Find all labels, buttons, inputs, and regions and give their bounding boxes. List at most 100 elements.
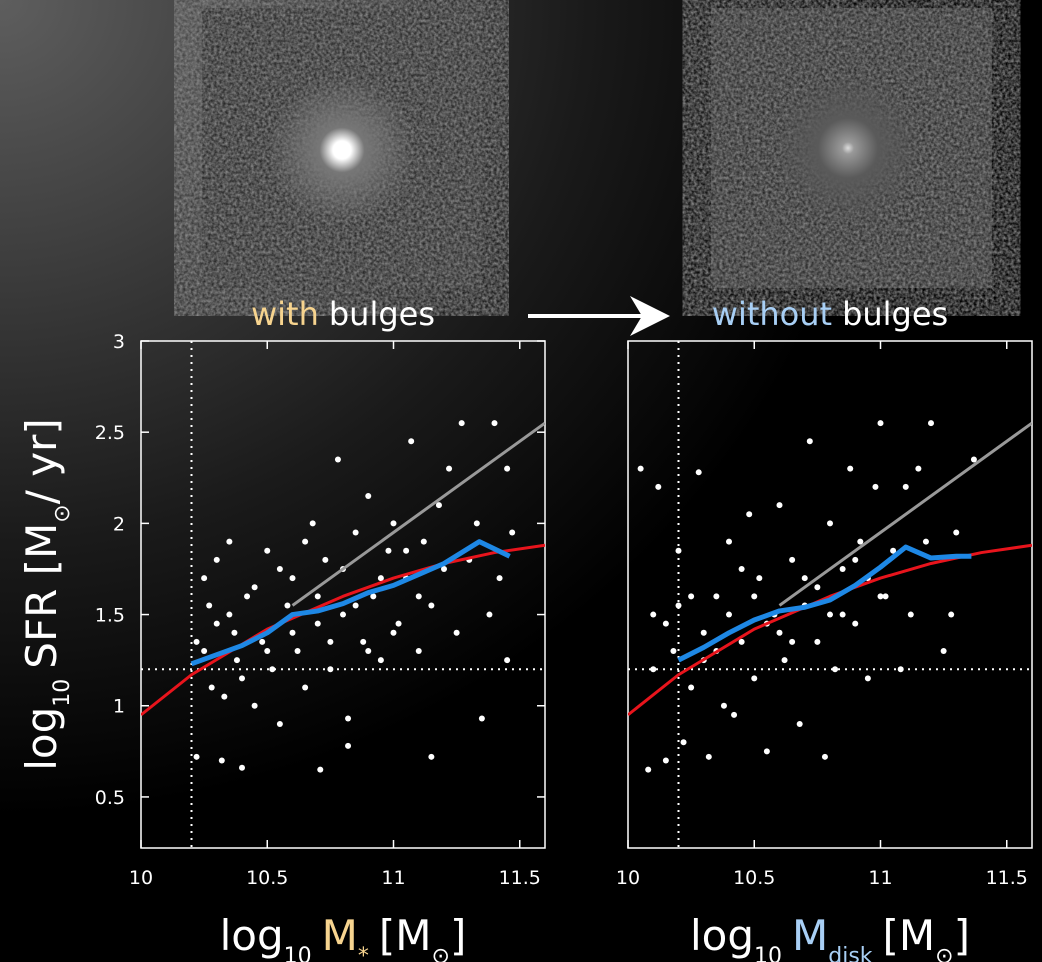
point <box>898 666 904 672</box>
point <box>284 602 290 608</box>
x-axis-label: log10M*[M⊙] <box>220 911 467 962</box>
label-part: ⊙ <box>50 504 75 522</box>
point <box>681 739 687 745</box>
point <box>663 757 669 763</box>
point <box>751 675 757 681</box>
point <box>650 666 656 672</box>
label-part: M <box>792 911 828 960</box>
label-part: 10 <box>284 944 312 962</box>
point <box>777 502 783 508</box>
point <box>408 438 414 444</box>
point <box>948 612 954 618</box>
y-tick-label: 1 <box>113 696 125 718</box>
point <box>827 520 833 526</box>
point <box>234 657 240 663</box>
point <box>436 502 442 508</box>
point <box>327 666 333 672</box>
point <box>194 754 200 760</box>
y-axis-label: log10SFR [M⊙/ yr] <box>17 418 75 770</box>
caption-part: without <box>712 295 832 333</box>
point <box>789 639 795 645</box>
point <box>269 666 275 672</box>
point <box>840 566 846 572</box>
point <box>908 612 914 618</box>
point <box>645 767 651 773</box>
point <box>277 721 283 727</box>
point <box>688 685 694 691</box>
point <box>832 666 838 672</box>
point <box>638 466 644 472</box>
y-tick-label: 3 <box>113 331 125 353</box>
point <box>335 457 341 463</box>
trend-line <box>780 423 1033 605</box>
x-tick-label: 11 <box>868 867 892 889</box>
point <box>479 716 485 722</box>
point <box>923 539 929 545</box>
plot-frame <box>628 341 1032 848</box>
point <box>219 757 225 763</box>
point <box>365 648 371 654</box>
point <box>221 694 227 700</box>
point <box>751 593 757 599</box>
y-tick-label: 0.5 <box>95 787 125 809</box>
point <box>504 466 510 472</box>
point <box>226 539 232 545</box>
label-part: / yr] <box>17 418 66 504</box>
point <box>504 657 510 663</box>
point <box>428 602 434 608</box>
point <box>782 657 788 663</box>
label-part: 10 <box>50 679 75 707</box>
point <box>852 621 858 627</box>
point <box>701 630 707 636</box>
point <box>391 630 397 636</box>
point <box>878 593 884 599</box>
point <box>721 703 727 709</box>
plot-frame <box>141 341 545 848</box>
point <box>239 675 245 681</box>
point <box>706 754 712 760</box>
caption-part: bulges <box>842 295 948 333</box>
point <box>302 539 308 545</box>
point <box>807 438 813 444</box>
point <box>277 566 283 572</box>
label-part: M <box>322 911 358 960</box>
point <box>731 712 737 718</box>
point <box>201 575 207 581</box>
galaxy-image <box>711 8 992 288</box>
point <box>840 612 846 618</box>
point <box>827 612 833 618</box>
point <box>310 520 316 526</box>
point <box>713 593 719 599</box>
point <box>903 484 909 490</box>
point <box>194 639 200 645</box>
label-part: [M <box>379 911 432 960</box>
x-tick-label: 10.5 <box>246 867 288 889</box>
point <box>315 621 321 627</box>
point <box>365 493 371 499</box>
point <box>814 584 820 590</box>
point <box>295 648 301 654</box>
figure: withbulges1010.51111.50.511.522.53log10M… <box>0 0 1042 962</box>
point <box>789 557 795 563</box>
plot-area <box>141 341 545 848</box>
point <box>655 484 661 490</box>
label-part: log <box>17 707 66 771</box>
point <box>454 630 460 636</box>
point <box>696 469 702 475</box>
point <box>676 602 682 608</box>
y-tick-label: 1.5 <box>95 605 125 627</box>
x-tick-label: 10.5 <box>733 867 775 889</box>
point <box>252 703 258 709</box>
point <box>777 630 783 636</box>
point <box>214 557 220 563</box>
x-axis-label: log10Mdisk[M⊙] <box>690 911 970 962</box>
point <box>971 457 977 463</box>
point <box>822 754 828 760</box>
point <box>327 639 333 645</box>
point <box>878 420 884 426</box>
point <box>497 575 503 581</box>
label-part: ] <box>450 911 466 960</box>
point <box>486 612 492 618</box>
label-part: [M <box>883 911 936 960</box>
